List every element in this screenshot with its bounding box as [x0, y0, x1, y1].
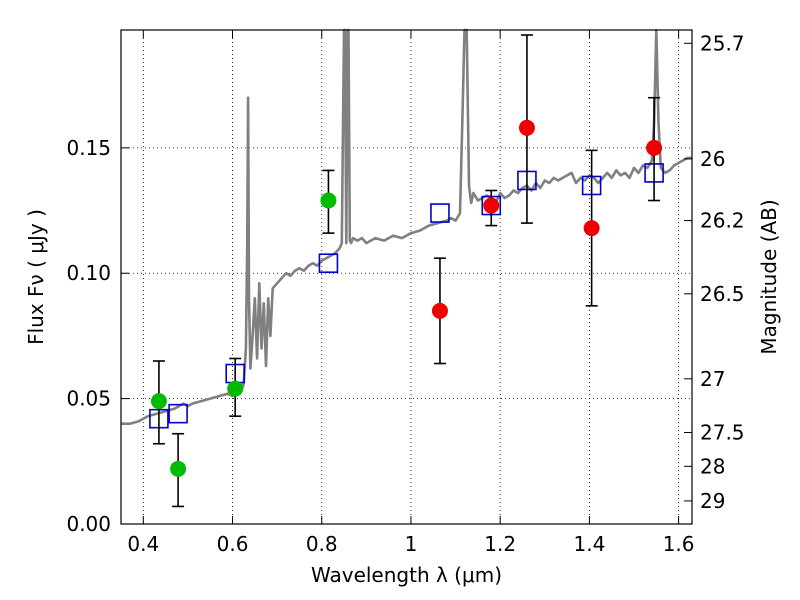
y-tick-label: 0.10 [66, 261, 111, 285]
model-square-marker [430, 203, 450, 223]
model-square-marker [318, 253, 339, 274]
right-tick-label: 27.5 [700, 420, 745, 444]
data-point [483, 197, 500, 214]
y-tick-label: 0.05 [66, 387, 111, 411]
right-tick-label: 26.2 [700, 209, 745, 233]
plot-frame [120, 29, 693, 525]
data-point [646, 139, 663, 156]
y-tick-label: 0.15 [66, 136, 111, 160]
x-tick-label: 1 [405, 532, 418, 556]
right-tick-label: 28 [700, 454, 725, 478]
data-point [170, 460, 187, 477]
x-tick-label: 1.6 [663, 532, 695, 556]
axis-ticks: 0.4 0.6 0.8 1 1.2 1.4 1.6 0.00 0.05 0.10 0.15 25.7 2… [66, 30, 745, 556]
x-tick-label: 1.4 [573, 532, 605, 556]
right-tick-label: 27 [700, 367, 725, 391]
spectrum-layer [121, 28, 692, 426]
y-tick-label: 0.00 [66, 512, 111, 536]
data-point [583, 220, 600, 237]
x-tick-label: 1.2 [484, 532, 516, 556]
grid-lines [121, 30, 692, 524]
data-point [431, 302, 448, 319]
right-axis-label: Magnitude (AB) [757, 199, 781, 354]
right-tick-label: 26.5 [700, 282, 745, 306]
right-tick-label: 25.7 [700, 31, 745, 55]
x-tick-label: 0.6 [217, 532, 249, 556]
data-point [320, 192, 337, 209]
x-axis-label: Wavelength λ (μm) [311, 563, 502, 587]
data-point [518, 119, 535, 136]
right-tick-label: 29 [700, 489, 725, 513]
data-points-layer [149, 34, 664, 508]
y-axis-label: Flux Fν ( μJy ) [24, 209, 48, 345]
x-tick-label: 0.4 [127, 532, 159, 556]
spectrum-line [121, 28, 692, 426]
right-tick-label: 26 [700, 147, 725, 171]
x-tick-label: 0.8 [306, 532, 338, 556]
data-point [150, 393, 167, 410]
model-square-marker [168, 403, 188, 424]
data-point [227, 380, 244, 397]
